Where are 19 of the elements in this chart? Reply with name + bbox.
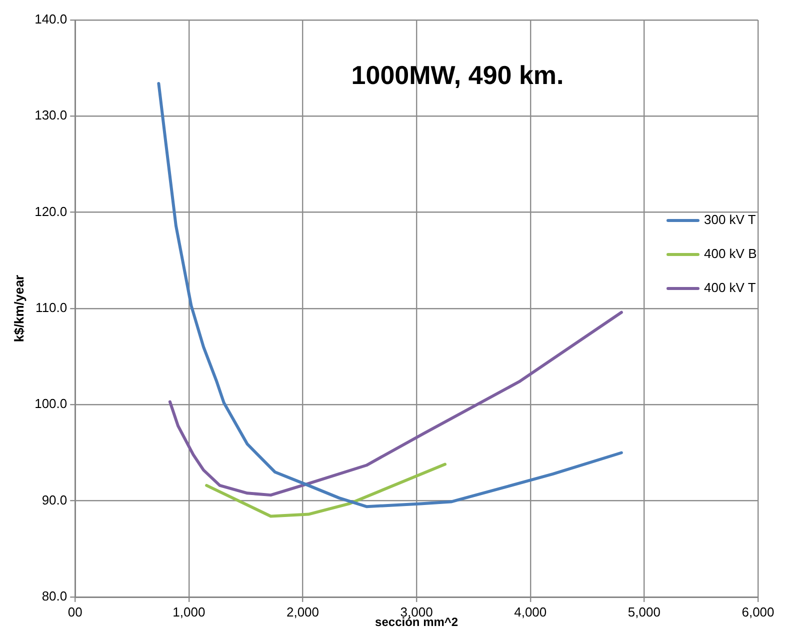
- y-tick-label: 140.0: [34, 12, 68, 27]
- y-tick-label: 90.0: [42, 492, 68, 508]
- y-tick-label: 100.0: [34, 396, 68, 412]
- x-tick-label: 00: [68, 604, 82, 620]
- legend-label: 300 kV T: [704, 212, 756, 228]
- x-tick-label: 6,000: [742, 604, 774, 620]
- legend-label: 400 kV B: [704, 246, 757, 262]
- y-tick-label: 120.0: [34, 204, 68, 219]
- y-tick-label: 130.0: [34, 108, 68, 123]
- x-tick-label: 3,000: [400, 604, 433, 620]
- x-tick-label: 4,000: [514, 604, 547, 620]
- y-axis-title: k$/km/year: [11, 274, 26, 342]
- x-tick-label: 1,000: [172, 604, 206, 620]
- y-tick-label: 80.0: [42, 588, 68, 604]
- x-tick-label: 2,000: [286, 604, 320, 620]
- y-tick-label: 110.0: [36, 300, 68, 316]
- x-tick-label: 5,000: [628, 604, 660, 620]
- legend-label: 400 kV T: [704, 280, 756, 296]
- text: 1000MW, 490 km.: [351, 60, 564, 90]
